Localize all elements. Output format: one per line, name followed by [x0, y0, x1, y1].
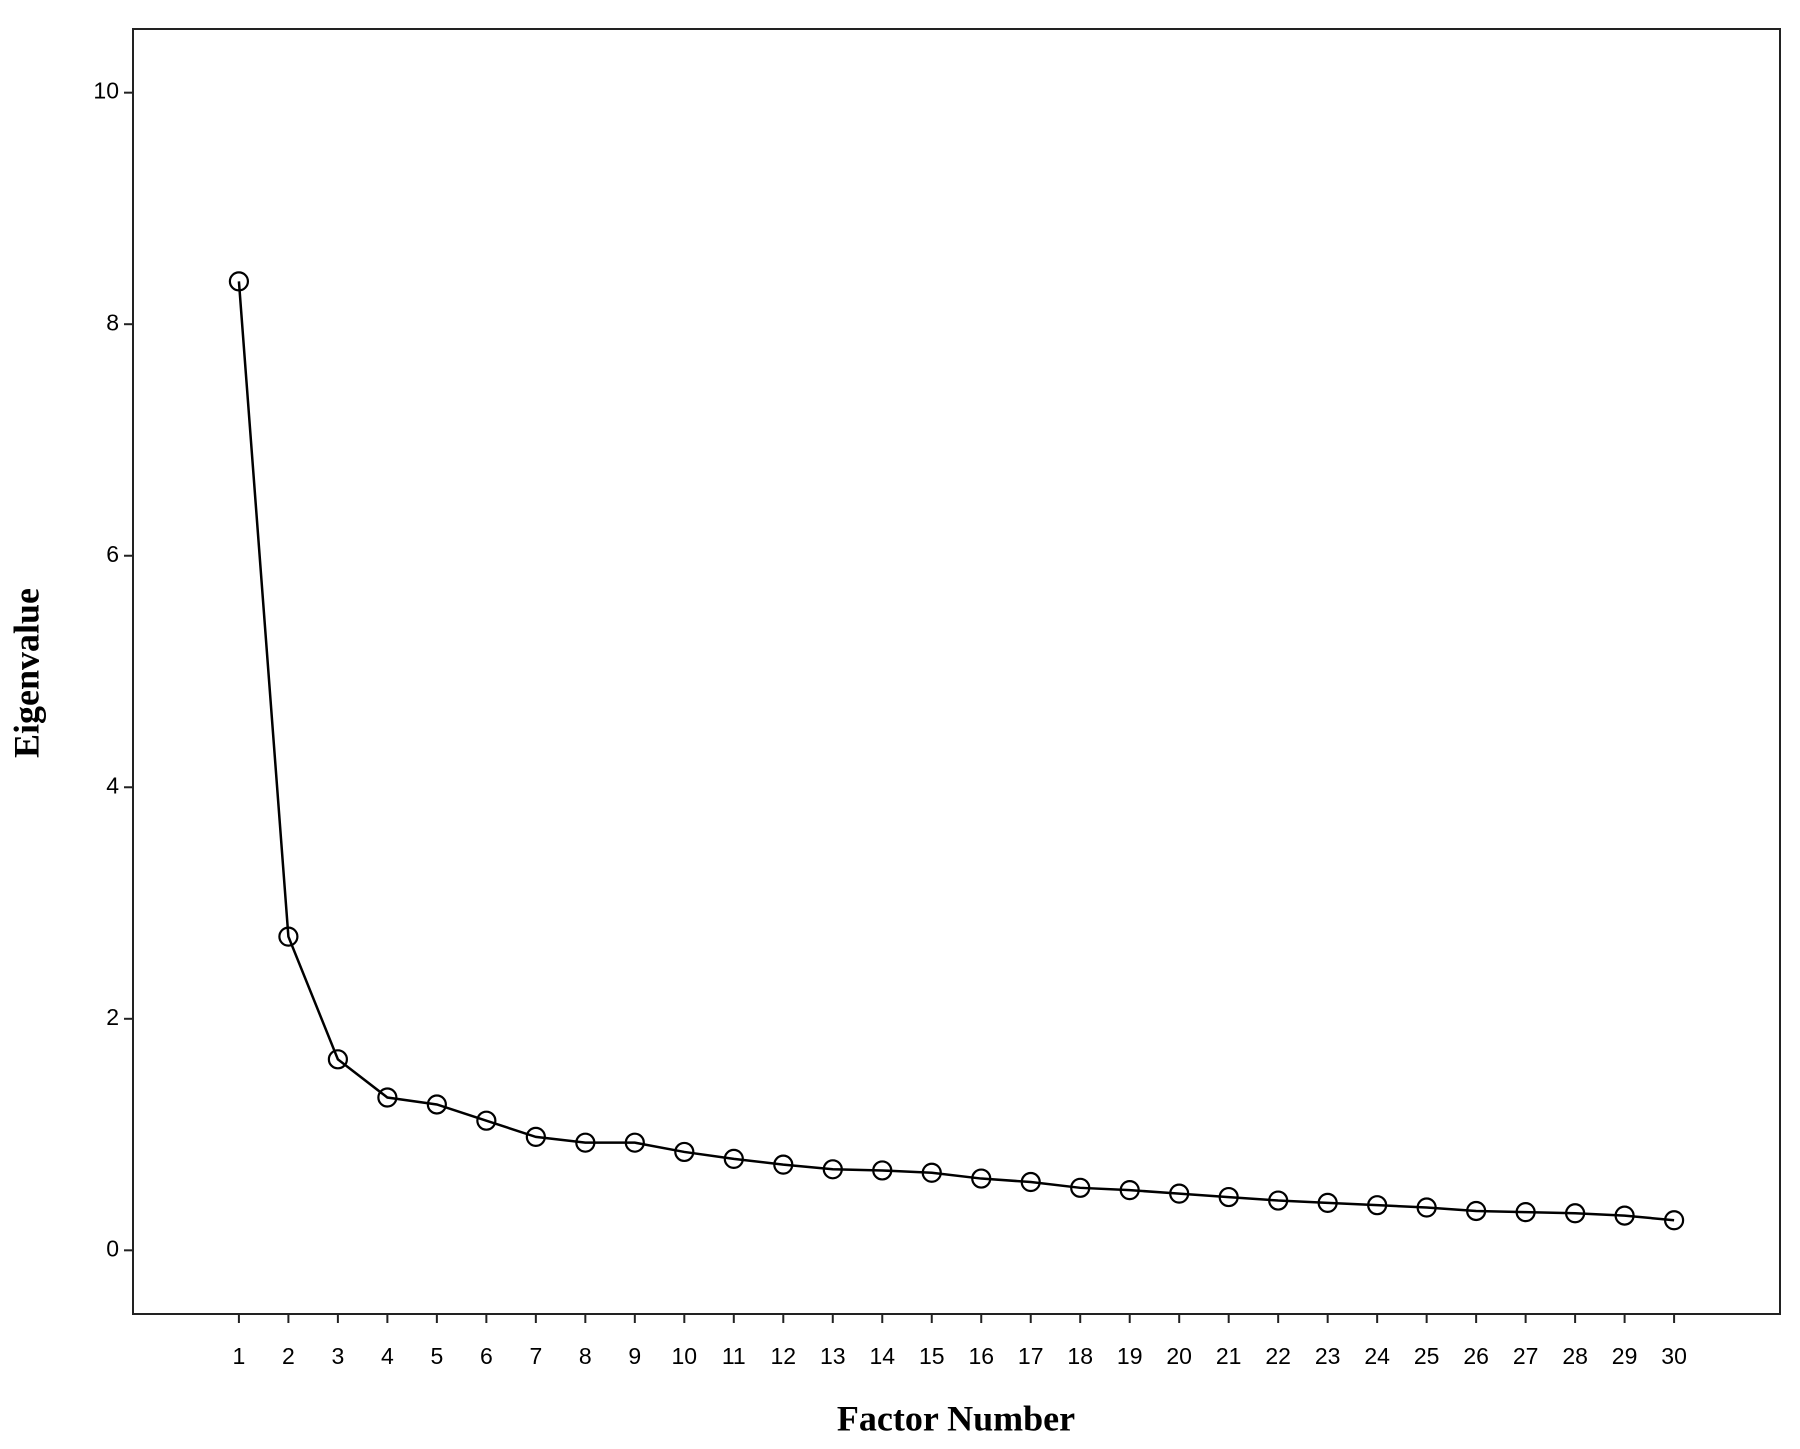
x-tick-label: 27	[1513, 1343, 1539, 1369]
x-tick-label: 16	[968, 1343, 994, 1369]
x-tick-label: 6	[480, 1343, 493, 1369]
data-point	[476, 1110, 497, 1131]
x-tick-label: 9	[628, 1343, 641, 1369]
x-tick-label: 11	[722, 1343, 746, 1369]
data-point	[773, 1154, 794, 1175]
x-tick-label: 7	[529, 1343, 542, 1369]
y-tick-label: 8	[106, 309, 119, 335]
data-point	[377, 1087, 398, 1108]
data-point	[1020, 1171, 1041, 1193]
x-tick-label: 30	[1661, 1343, 1687, 1369]
x-tick-label: 13	[820, 1343, 846, 1369]
data-point	[723, 1148, 744, 1169]
y-tick-label: 10	[93, 78, 119, 104]
y-tick-label: 4	[106, 772, 119, 798]
data-point	[872, 1160, 893, 1181]
data-point	[1070, 1177, 1091, 1198]
data-point	[575, 1132, 596, 1153]
series-line	[237, 281, 1675, 1222]
x-tick-label: 20	[1166, 1343, 1192, 1369]
data-point	[1663, 1210, 1685, 1231]
data-point	[921, 1162, 942, 1183]
data-point	[822, 1159, 843, 1180]
x-tick-label: 22	[1265, 1343, 1291, 1369]
x-tick-label: 10	[672, 1343, 698, 1369]
data-point	[1169, 1183, 1190, 1204]
x-tick-label: 14	[869, 1343, 895, 1369]
data-point	[1565, 1203, 1586, 1224]
x-tick-label: 15	[919, 1343, 945, 1369]
data-point	[1317, 1192, 1338, 1213]
x-tick-label: 28	[1562, 1343, 1588, 1369]
data-point	[1119, 1180, 1140, 1201]
x-tick-label: 2	[282, 1343, 295, 1369]
x-tick-label: 3	[331, 1343, 344, 1369]
x-tick-label: 4	[381, 1343, 394, 1369]
data-point	[1218, 1186, 1239, 1208]
y-axis-title: Eigenvalue	[6, 588, 46, 758]
x-tick-label: 18	[1067, 1343, 1093, 1369]
plot-frame	[132, 28, 1781, 1315]
y-tick-label: 0	[106, 1235, 119, 1261]
x-tick-label: 23	[1315, 1343, 1341, 1369]
y-tick-label: 6	[106, 541, 119, 567]
data-point	[1268, 1190, 1289, 1211]
data-point	[624, 1132, 645, 1153]
x-tick-label: 24	[1364, 1343, 1390, 1369]
data-point	[1515, 1202, 1536, 1223]
x-tick-label: 1	[233, 1343, 246, 1369]
x-tick-label: 17	[1018, 1343, 1044, 1369]
x-tick-label: 25	[1414, 1343, 1440, 1369]
y-tick-label: 2	[106, 1004, 119, 1030]
x-tick-label: 19	[1117, 1343, 1143, 1369]
x-tick-label: 26	[1463, 1343, 1489, 1369]
data-point	[278, 926, 299, 947]
data-point	[1367, 1195, 1388, 1216]
data-point	[1614, 1205, 1635, 1226]
data-point	[674, 1141, 695, 1163]
x-tick-label: 8	[579, 1343, 592, 1369]
data-point	[525, 1126, 546, 1147]
x-tick-label: 12	[770, 1343, 796, 1369]
data-point	[327, 1049, 348, 1070]
x-axis-title: Factor Number	[837, 1398, 1075, 1438]
data-point	[426, 1094, 447, 1115]
x-tick-label: 21	[1216, 1343, 1242, 1369]
x-tick-label: 5	[430, 1343, 443, 1369]
data-point	[1466, 1200, 1487, 1222]
data-point	[228, 271, 250, 292]
x-tick-label: 29	[1612, 1343, 1638, 1369]
data-point	[1416, 1197, 1437, 1218]
data-point	[971, 1168, 992, 1189]
